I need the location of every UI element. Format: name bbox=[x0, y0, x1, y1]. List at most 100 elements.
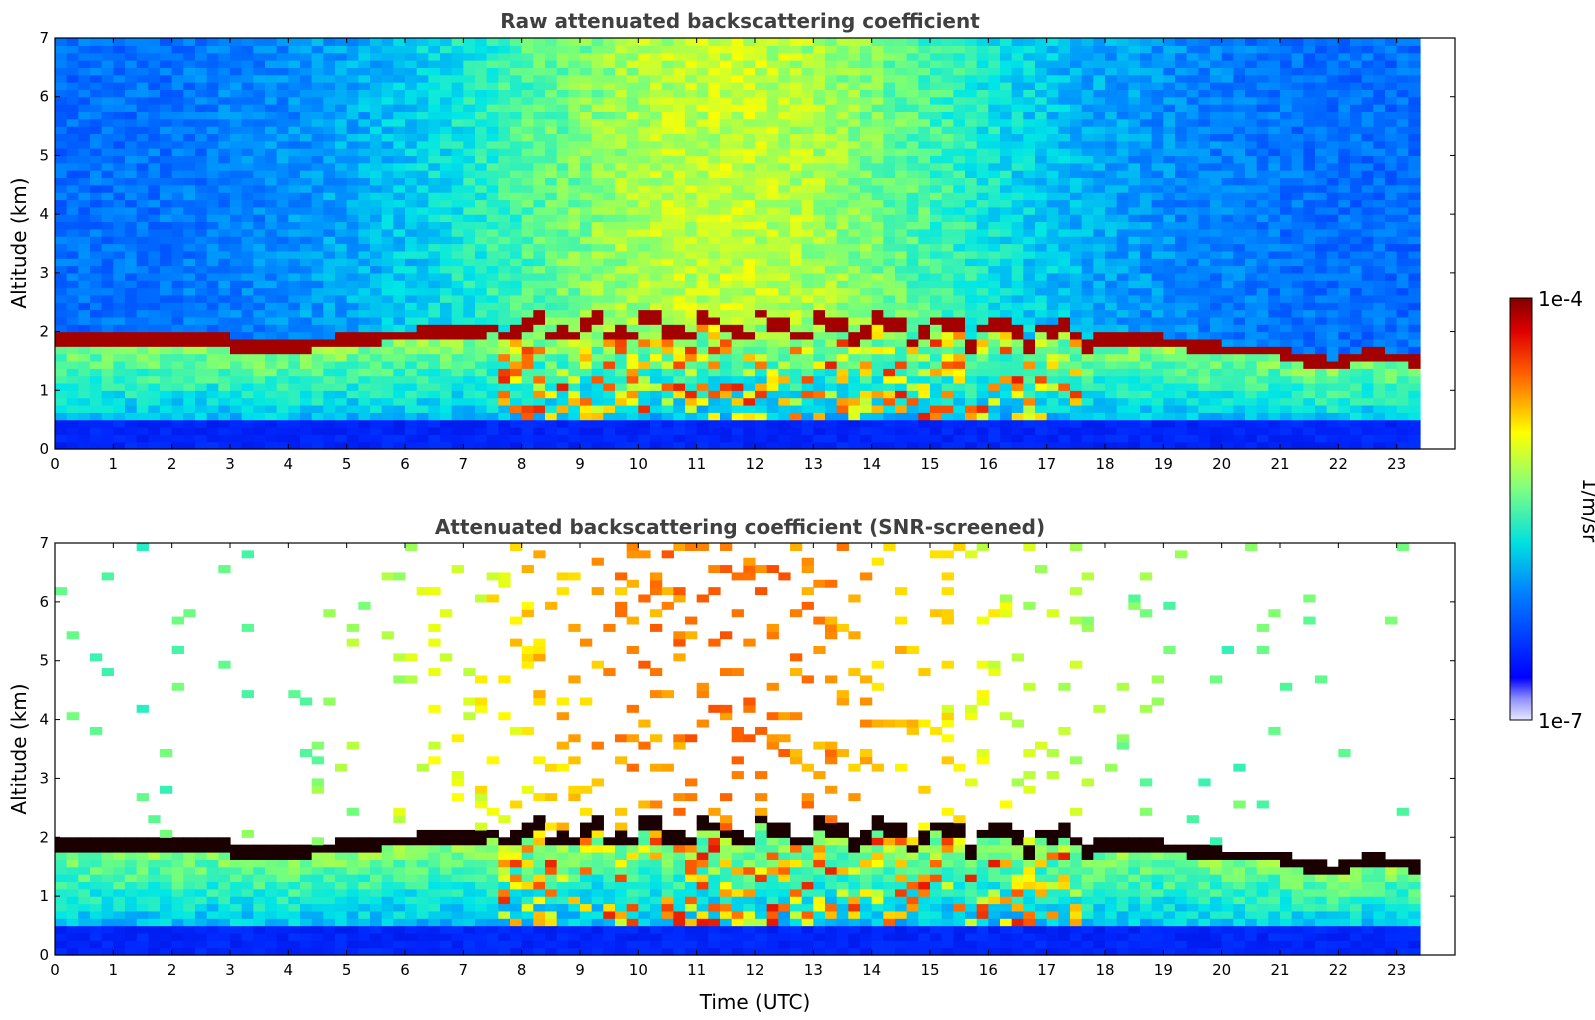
heatmap-cell bbox=[813, 302, 826, 311]
heatmap-cell bbox=[731, 360, 744, 369]
heatmap-cell bbox=[323, 221, 336, 230]
heatmap-cell bbox=[428, 375, 441, 384]
heatmap-cell bbox=[241, 294, 254, 303]
heatmap-cell bbox=[580, 353, 593, 362]
heatmap-cell bbox=[638, 434, 651, 443]
heatmap-cell bbox=[953, 390, 966, 399]
heatmap-cell bbox=[90, 280, 103, 289]
heatmap-cell bbox=[906, 382, 919, 391]
heatmap-cell bbox=[941, 221, 954, 230]
heatmap-cell bbox=[55, 426, 68, 435]
heatmap-cell bbox=[265, 184, 278, 193]
heatmap-cell bbox=[953, 192, 966, 201]
heatmap-cell bbox=[860, 184, 873, 193]
heatmap-cell bbox=[696, 162, 709, 171]
heatmap-cell bbox=[171, 258, 184, 267]
heatmap-cell bbox=[825, 324, 838, 333]
heatmap-cell bbox=[288, 397, 301, 406]
heatmap-cell bbox=[755, 243, 768, 252]
heatmap-cell bbox=[976, 280, 989, 289]
heatmap-cell bbox=[1023, 206, 1036, 215]
heatmap-cell bbox=[731, 236, 744, 245]
heatmap-cell bbox=[276, 324, 289, 333]
heatmap-cell bbox=[498, 412, 511, 421]
heatmap-cell bbox=[510, 104, 523, 112]
heatmap-cell bbox=[1081, 309, 1094, 318]
heatmap-cell bbox=[883, 250, 896, 259]
heatmap-cell bbox=[230, 382, 243, 391]
heatmap-cell bbox=[195, 346, 208, 355]
heatmap-cell bbox=[965, 382, 978, 391]
heatmap-cell bbox=[230, 45, 243, 54]
heatmap-cell bbox=[1023, 404, 1036, 413]
heatmap-cell bbox=[370, 236, 383, 245]
heatmap-cell bbox=[136, 140, 149, 149]
heatmap-cell bbox=[848, 192, 861, 201]
heatmap-cell bbox=[848, 397, 861, 406]
heatmap-cell bbox=[638, 74, 651, 83]
heatmap-cell bbox=[883, 45, 896, 54]
heatmap-cell bbox=[650, 353, 663, 362]
heatmap-cell bbox=[370, 353, 383, 362]
heatmap-cell bbox=[416, 397, 429, 406]
heatmap-cell bbox=[230, 419, 243, 428]
heatmap-cell bbox=[720, 74, 733, 83]
heatmap-cell bbox=[183, 133, 196, 142]
heatmap-cell bbox=[498, 353, 511, 362]
heatmap-cell bbox=[195, 412, 208, 421]
heatmap-cell bbox=[1058, 390, 1071, 399]
heatmap-cell bbox=[195, 353, 208, 362]
heatmap-cell bbox=[55, 67, 68, 76]
heatmap-cell bbox=[790, 280, 803, 289]
heatmap-cell bbox=[825, 346, 838, 355]
heatmap-cell bbox=[1023, 89, 1036, 98]
heatmap-cell bbox=[66, 111, 79, 120]
heatmap-cell bbox=[136, 118, 149, 127]
heatmap-cell bbox=[661, 353, 674, 362]
heatmap-cell bbox=[708, 316, 721, 325]
heatmap-cell bbox=[440, 368, 453, 377]
heatmap-cell bbox=[988, 324, 1001, 333]
heatmap-cell bbox=[510, 162, 523, 171]
heatmap-cell bbox=[113, 426, 126, 435]
heatmap-cell bbox=[171, 89, 184, 98]
heatmap-cell bbox=[790, 346, 803, 355]
heatmap-cell bbox=[521, 67, 534, 76]
heatmap-cell bbox=[510, 287, 523, 296]
heatmap-cell bbox=[1011, 74, 1024, 83]
heatmap-cell bbox=[1000, 280, 1013, 289]
heatmap-cell bbox=[358, 45, 371, 54]
heatmap-cell bbox=[265, 221, 278, 230]
heatmap-cell bbox=[918, 316, 931, 325]
heatmap-cell bbox=[171, 82, 184, 90]
heatmap-cell bbox=[323, 302, 336, 311]
heatmap-cell bbox=[1023, 434, 1036, 443]
heatmap-cell bbox=[930, 67, 943, 76]
heatmap-cell bbox=[416, 346, 429, 355]
heatmap-cell bbox=[253, 199, 266, 208]
heatmap-cell bbox=[965, 236, 978, 245]
heatmap-cell bbox=[405, 265, 418, 274]
heatmap-cell bbox=[626, 280, 639, 289]
heatmap-cell bbox=[1070, 177, 1083, 186]
heatmap-cell bbox=[148, 118, 161, 127]
heatmap-cell bbox=[218, 353, 231, 362]
heatmap-cell bbox=[405, 155, 418, 164]
heatmap-cell bbox=[545, 353, 558, 362]
heatmap-cell bbox=[288, 434, 301, 443]
heatmap-cell bbox=[311, 338, 324, 347]
heatmap-cell bbox=[393, 434, 406, 443]
heatmap-cell bbox=[1023, 221, 1036, 230]
heatmap-cell bbox=[323, 214, 336, 223]
heatmap-cell bbox=[580, 302, 593, 311]
heatmap-cell bbox=[871, 280, 884, 289]
heatmap-cell bbox=[66, 96, 79, 105]
heatmap-cell bbox=[941, 419, 954, 428]
heatmap-cell bbox=[428, 404, 441, 413]
heatmap-cell bbox=[708, 148, 721, 157]
heatmap-cell bbox=[661, 228, 674, 237]
heatmap-cell bbox=[848, 148, 861, 157]
heatmap-cell bbox=[78, 45, 91, 54]
heatmap-cell bbox=[965, 214, 978, 223]
heatmap-cell bbox=[661, 331, 674, 340]
